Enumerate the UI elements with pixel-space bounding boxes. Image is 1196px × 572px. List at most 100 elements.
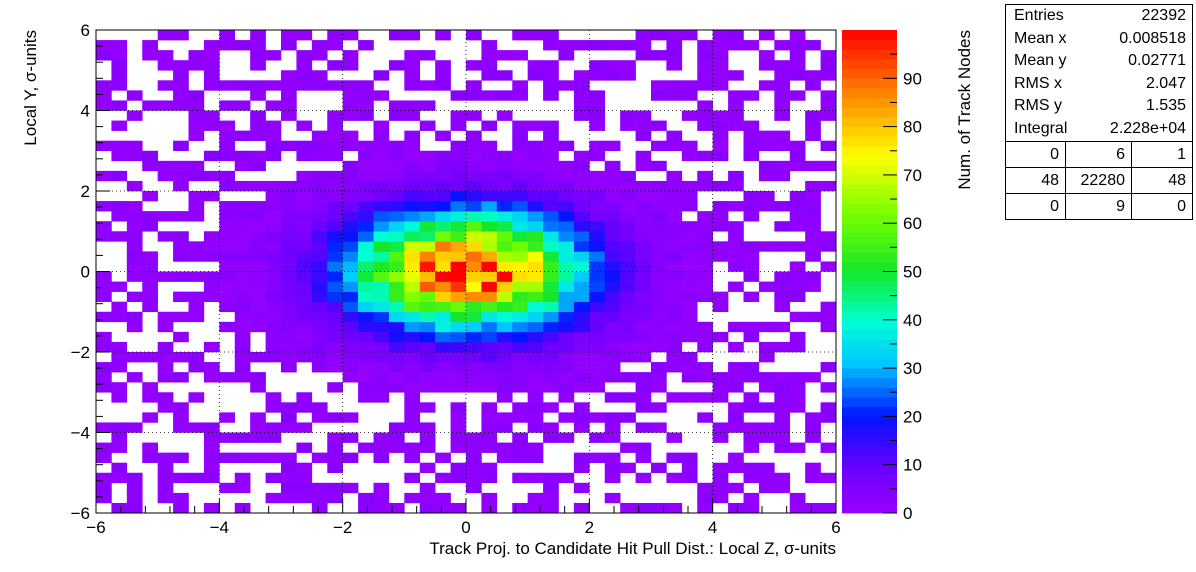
heatmap-cell xyxy=(620,271,636,282)
heatmap-cell xyxy=(435,150,451,162)
heatmap-cell xyxy=(203,362,220,373)
heatmap-cell xyxy=(651,160,667,172)
heatmap-cell xyxy=(666,311,683,323)
palette-segment xyxy=(842,58,897,70)
heatmap-cell xyxy=(450,180,467,192)
heatmap-cell xyxy=(296,150,313,162)
heatmap-cell xyxy=(311,271,328,282)
heatmap-cell xyxy=(219,251,236,262)
heatmap-cell xyxy=(327,321,343,333)
heatmap-cell xyxy=(265,341,282,353)
heatmap-cell xyxy=(219,120,236,131)
heatmap-cell xyxy=(558,170,575,182)
heatmap-cell xyxy=(466,362,482,373)
heatmap-cell xyxy=(358,271,374,282)
heatmap-cell xyxy=(358,211,374,222)
heatmap-cell xyxy=(604,180,621,192)
heatmap-cell xyxy=(358,261,374,272)
heatmap-cell xyxy=(296,341,313,353)
heatmap-cell xyxy=(250,110,266,121)
heatmap-cell xyxy=(296,180,313,192)
heatmap-cell xyxy=(450,90,467,101)
heatmap-cell xyxy=(589,140,606,152)
heatmap-cell xyxy=(697,120,713,131)
heatmap-cell xyxy=(558,362,575,373)
heatmap-cell xyxy=(265,392,282,403)
heatmap-cell xyxy=(651,422,667,433)
heatmap-cell xyxy=(481,160,498,172)
heatmap-cell xyxy=(126,321,143,333)
heatmap-cell xyxy=(543,291,559,302)
heatmap-cell xyxy=(188,110,205,121)
heatmap-cell xyxy=(466,452,482,463)
heatmap-cell xyxy=(281,462,297,474)
heatmap-cell xyxy=(805,271,821,282)
y-tick-label: −4 xyxy=(71,424,90,443)
heatmap-cell xyxy=(543,40,559,51)
heatmap-cell xyxy=(543,301,559,313)
heatmap-cell xyxy=(281,402,297,413)
heatmap-cell xyxy=(327,191,343,202)
heatmap-cell xyxy=(620,502,636,514)
heatmap-cell xyxy=(342,432,359,443)
heatmap-cell xyxy=(681,291,698,302)
heatmap-cell xyxy=(805,180,821,192)
heatmap-cell xyxy=(281,452,297,463)
heatmap-cell xyxy=(234,211,251,222)
heatmap-cell xyxy=(635,261,652,272)
heatmap-cell xyxy=(743,201,760,212)
heatmap-cell xyxy=(234,341,251,353)
heatmap-cell xyxy=(419,341,436,353)
heatmap-cell xyxy=(450,442,467,453)
heatmap-cell xyxy=(481,372,498,383)
heatmap-cell xyxy=(466,170,482,182)
heatmap-cell xyxy=(265,241,282,252)
heatmap-cell xyxy=(404,452,421,463)
heatmap-cell xyxy=(142,50,158,61)
heatmap-cell xyxy=(774,271,791,282)
heatmap-cell xyxy=(373,372,390,383)
heatmap-cell xyxy=(620,321,636,333)
heatmap-cell xyxy=(758,60,775,71)
heatmap-cell xyxy=(481,231,498,242)
heatmap-cell xyxy=(126,231,143,242)
heatmap-cell xyxy=(681,392,698,403)
heatmap-cell xyxy=(820,382,837,393)
heatmap-cell xyxy=(820,50,837,61)
heatmap-cell xyxy=(512,412,528,423)
heatmap-cell xyxy=(250,251,266,262)
heatmap-cell xyxy=(450,402,467,413)
heatmap-cell xyxy=(481,191,498,202)
heatmap-cell xyxy=(496,442,513,453)
heatmap-cell xyxy=(327,482,343,494)
heatmap-cell xyxy=(728,221,744,232)
heatmap-cell xyxy=(758,30,775,41)
heatmap-cell xyxy=(820,180,837,192)
heatmap-cell xyxy=(512,321,528,333)
palette-segment xyxy=(842,397,897,408)
heatmap-cell xyxy=(203,502,220,514)
heatmap-cell xyxy=(527,140,544,152)
heatmap-cell xyxy=(758,191,775,202)
heatmap-cell xyxy=(358,372,374,383)
heatmap-cell xyxy=(666,30,683,41)
heatmap-cell xyxy=(250,40,266,51)
heatmap-cell xyxy=(173,291,189,302)
heatmap-cell xyxy=(311,150,328,162)
heatmap-cell xyxy=(296,331,313,343)
heatmap-cell xyxy=(111,100,128,111)
heatmap-cell xyxy=(712,382,729,393)
heatmap-cell xyxy=(712,70,729,81)
heatmap-cell xyxy=(666,140,683,152)
heatmap-cell xyxy=(774,422,791,433)
palette-segment xyxy=(842,464,897,475)
heatmap-cell xyxy=(466,130,482,141)
heatmap-cell xyxy=(173,412,189,423)
palette-segment xyxy=(842,232,897,243)
heatmap-cell xyxy=(774,90,791,101)
heatmap-cell xyxy=(404,100,421,111)
heatmap-cell xyxy=(450,341,467,353)
heatmap-cell xyxy=(527,120,544,131)
heatmap-cell xyxy=(435,180,451,192)
heatmap-cell xyxy=(96,40,112,51)
